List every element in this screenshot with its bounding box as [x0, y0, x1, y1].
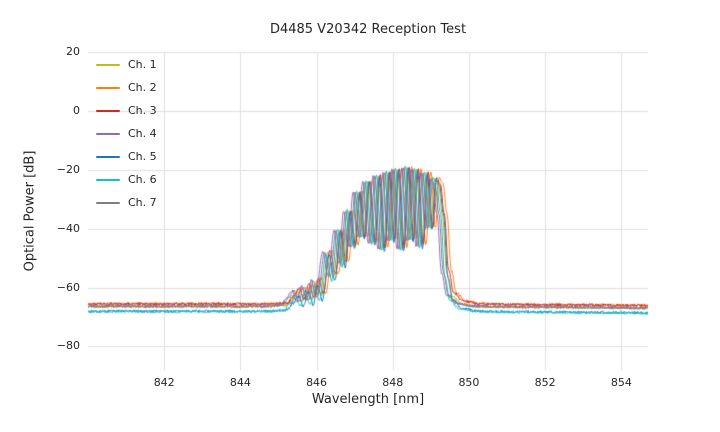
legend-item: Ch. 5 [96, 148, 157, 165]
y-tick-label: −60 [56, 280, 80, 294]
legend-label: Ch. 4 [128, 127, 157, 140]
legend-item: Ch. 4 [96, 125, 157, 142]
legend-item: Ch. 6 [96, 171, 157, 188]
legend-line-swatch [96, 201, 120, 204]
x-tick-label: 842 [153, 376, 175, 389]
y-tick-label: 20 [66, 45, 80, 58]
x-tick-label: 848 [382, 376, 404, 389]
x-tick-label: 846 [306, 376, 328, 389]
y-tick-label: −80 [56, 339, 80, 353]
x-tick-label: 852 [534, 376, 556, 389]
x-tick-label: 850 [458, 376, 480, 389]
legend-line-swatch [96, 109, 120, 112]
legend-line-swatch [96, 178, 120, 181]
legend-line-swatch [96, 63, 120, 66]
legend-item: Ch. 1 [96, 56, 157, 73]
legend-line-swatch [96, 86, 120, 89]
y-tick-label: −20 [56, 162, 80, 176]
x-axis-label: Wavelength [nm] [311, 392, 425, 407]
legend-item: Ch. 2 [96, 79, 157, 96]
legend-label: Ch. 2 [128, 81, 157, 94]
legend-label: Ch. 5 [128, 150, 157, 163]
legend-label: Ch. 6 [128, 173, 157, 186]
legend-line-swatch [96, 132, 120, 135]
legend-label: Ch. 3 [128, 104, 157, 117]
chart-title: D4485 V20342 Reception Test [269, 22, 467, 37]
legend-line-swatch [96, 155, 120, 158]
x-tick-label: 854 [610, 376, 632, 389]
legend: Ch. 1 Ch. 2 Ch. 3 Ch. 4 Ch. 5 Ch. 6 Ch. 7 [96, 56, 157, 211]
y-tick-label: 0 [73, 103, 80, 117]
x-tick-label: 844 [229, 376, 251, 389]
legend-item: Ch. 3 [96, 102, 157, 119]
legend-item: Ch. 7 [96, 194, 157, 211]
y-tick-label: −40 [56, 221, 80, 235]
legend-label: Ch. 1 [128, 58, 157, 71]
legend-label: Ch. 7 [128, 196, 157, 209]
